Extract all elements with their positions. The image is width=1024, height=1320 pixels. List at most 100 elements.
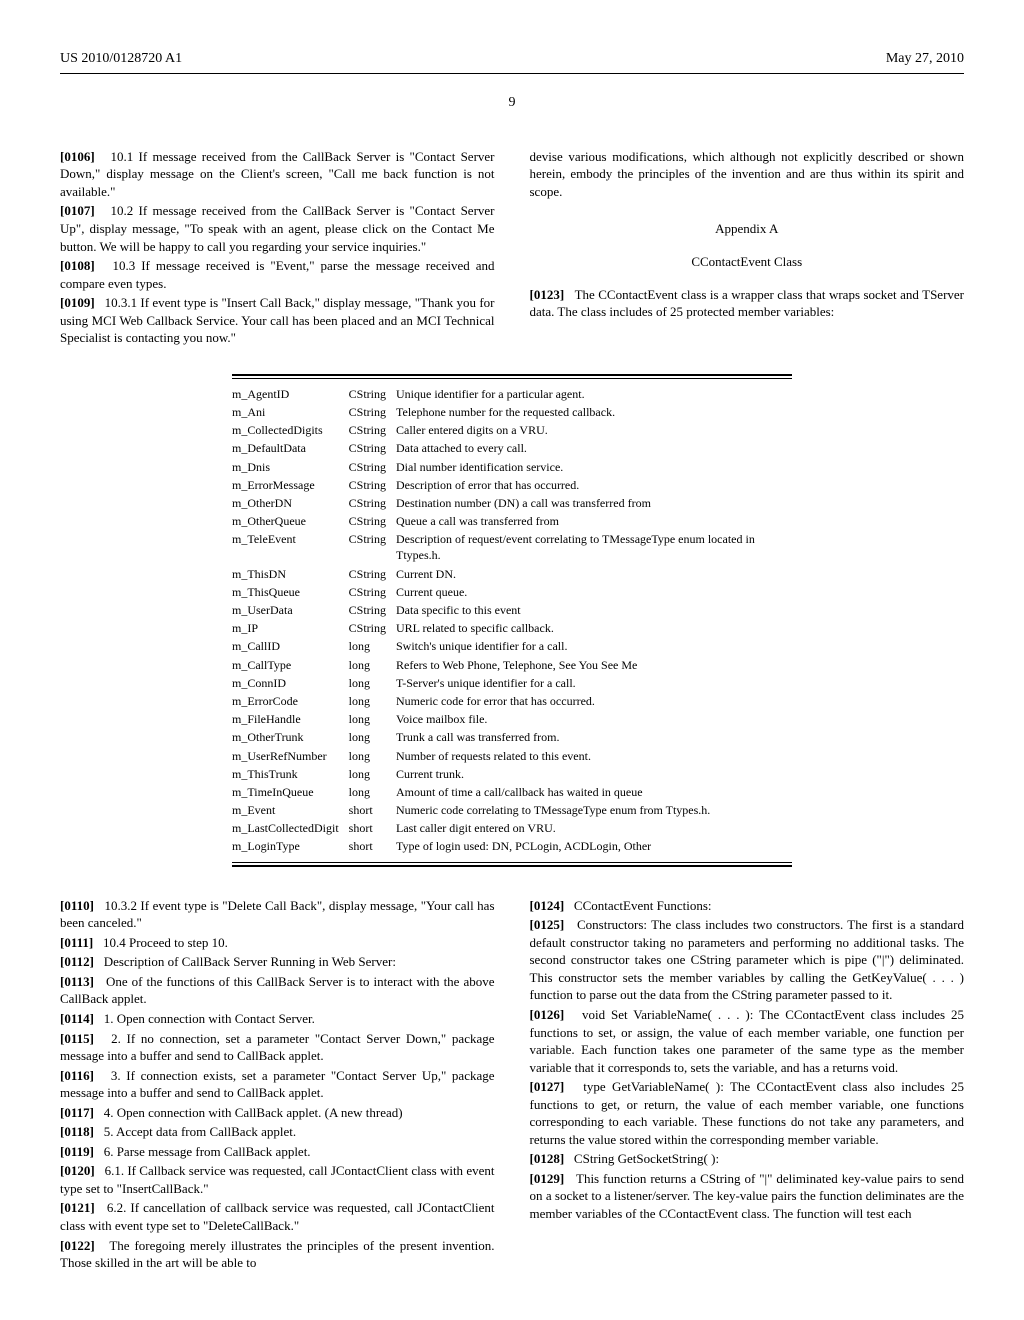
member-desc: Description of error that has occurred. <box>396 476 792 494</box>
member-desc: Trunk a call was transferred from. <box>396 728 792 746</box>
table-row: m_TeleEventCStringDescription of request… <box>232 530 792 564</box>
para-text: 10.3 If message received is "Event," par… <box>60 258 495 291</box>
para-text: 10.3.1 If event type is "Insert Call Bac… <box>60 295 495 345</box>
left-column-lower: [0110] 10.3.2 If event type is "Delete C… <box>60 897 495 1274</box>
member-name: m_CallID <box>232 637 349 655</box>
member-type: CString <box>349 403 396 421</box>
para-num: [0120] <box>60 1163 95 1178</box>
para-num: [0113] <box>60 974 94 989</box>
right-column-lower: [0124] CContactEvent Functions: [0125] C… <box>530 897 965 1274</box>
para-num: [0119] <box>60 1144 94 1159</box>
lower-columns: [0110] 10.3.2 If event type is "Delete C… <box>60 897 964 1274</box>
member-type: CString <box>349 583 396 601</box>
para-text: Constructors: The class includes two con… <box>530 917 965 1002</box>
publication-number: US 2010/0128720 A1 <box>60 50 182 69</box>
class-title: CContactEvent Class <box>530 253 965 271</box>
member-type: long <box>349 674 396 692</box>
page-header: US 2010/0128720 A1 May 27, 2010 <box>60 50 964 74</box>
member-type: CString <box>349 476 396 494</box>
member-type: long <box>349 765 396 783</box>
para-num: [0121] <box>60 1200 95 1215</box>
member-type: CString <box>349 494 396 512</box>
member-desc: Queue a call was transferred from <box>396 512 792 530</box>
table-row: m_UserDataCStringData specific to this e… <box>232 601 792 619</box>
member-type: CString <box>349 439 396 457</box>
member-desc: URL related to specific callback. <box>396 619 792 637</box>
member-name: m_TeleEvent <box>232 530 349 564</box>
member-name: m_ThisTrunk <box>232 765 349 783</box>
para-text: 10.3.2 If event type is "Delete Call Bac… <box>60 898 495 931</box>
para-text: 1. Open connection with Contact Server. <box>104 1011 315 1026</box>
table-row: m_AniCStringTelephone number for the req… <box>232 403 792 421</box>
para-text: Description of CallBack Server Running i… <box>104 954 396 969</box>
member-type: long <box>349 637 396 655</box>
member-desc: Telephone number for the requested callb… <box>396 403 792 421</box>
left-column-upper: [0106] 10.1 If message received from the… <box>60 148 495 349</box>
para-num: [0109] <box>60 295 95 310</box>
para-text: 4. Open connection with CallBack applet.… <box>104 1105 403 1120</box>
para-num: [0114] <box>60 1011 94 1026</box>
member-type: CString <box>349 619 396 637</box>
para-text: void Set VariableName( . . . ): The CCon… <box>530 1007 965 1075</box>
right-column-upper: devise various modifications, which alth… <box>530 148 965 349</box>
para-num: [0124] <box>530 898 565 913</box>
table-row: m_LoginTypeshortType of login used: DN, … <box>232 837 792 855</box>
table-row: m_LastCollectedDigitshortLast caller dig… <box>232 819 792 837</box>
member-desc: Current DN. <box>396 565 792 583</box>
para-text: CContactEvent Functions: <box>574 898 712 913</box>
para-text: 6. Parse message from CallBack applet. <box>104 1144 311 1159</box>
member-name: m_CallType <box>232 656 349 674</box>
table-row: m_CallIDlongSwitch's unique identifier f… <box>232 637 792 655</box>
member-type: short <box>349 819 396 837</box>
member-name: m_IP <box>232 619 349 637</box>
table-row: m_EventshortNumeric code correlating to … <box>232 801 792 819</box>
table-row: m_UserRefNumberlongNumber of requests re… <box>232 747 792 765</box>
para-text: The foregoing merely illustrates the pri… <box>60 1238 495 1271</box>
member-type: CString <box>349 512 396 530</box>
member-type: CString <box>349 530 396 564</box>
table-row: m_ConnIDlongT-Server's unique identifier… <box>232 674 792 692</box>
table-row: m_ErrorMessageCStringDescription of erro… <box>232 476 792 494</box>
para-text: 10.1 If message received from the CallBa… <box>60 149 495 199</box>
para-num: [0111] <box>60 935 93 950</box>
para-text: 3. If connection exists, set a parameter… <box>60 1068 495 1101</box>
table-row: m_TimeInQueuelongAmount of time a call/c… <box>232 783 792 801</box>
table-row: m_CollectedDigitsCStringCaller entered d… <box>232 421 792 439</box>
para-num: [0118] <box>60 1124 94 1139</box>
table-row: m_IPCStringURL related to specific callb… <box>232 619 792 637</box>
member-name: m_UserRefNumber <box>232 747 349 765</box>
member-type: long <box>349 728 396 746</box>
para-text: 10.4 Proceed to step 10. <box>103 935 228 950</box>
para-num: [0122] <box>60 1238 95 1253</box>
table-row: m_OtherTrunklongTrunk a call was transfe… <box>232 728 792 746</box>
para-text: One of the functions of this CallBack Se… <box>60 974 495 1007</box>
variables-table-body: m_AgentIDCStringUnique identifier for a … <box>232 385 792 856</box>
continuation-text: devise various modifications, which alth… <box>530 148 965 201</box>
para-text: 10.2 If message received from the CallBa… <box>60 203 495 253</box>
member-name: m_Dnis <box>232 458 349 476</box>
para-num: [0108] <box>60 258 95 273</box>
table-row: m_OtherQueueCStringQueue a call was tran… <box>232 512 792 530</box>
member-desc: Destination number (DN) a call was trans… <box>396 494 792 512</box>
member-desc: Amount of time a call/callback has waite… <box>396 783 792 801</box>
member-type: short <box>349 801 396 819</box>
member-name: m_ErrorMessage <box>232 476 349 494</box>
para-num: [0123] <box>530 287 565 302</box>
para-num: [0110] <box>60 898 94 913</box>
member-type: CString <box>349 421 396 439</box>
member-name: m_CollectedDigits <box>232 421 349 439</box>
member-desc: Description of request/event correlating… <box>396 530 792 564</box>
member-name: m_ThisQueue <box>232 583 349 601</box>
para-text: The CContactEvent class is a wrapper cla… <box>530 287 965 320</box>
para-text: 5. Accept data from CallBack applet. <box>104 1124 296 1139</box>
para-num: [0127] <box>530 1079 565 1094</box>
member-name: m_ConnID <box>232 674 349 692</box>
member-desc: Data specific to this event <box>396 601 792 619</box>
publication-date: May 27, 2010 <box>886 50 964 69</box>
para-text: type GetVariableName( ): The CContactEve… <box>530 1079 965 1147</box>
member-type: short <box>349 837 396 855</box>
member-name: m_TimeInQueue <box>232 783 349 801</box>
table-row: m_OtherDNCStringDestination number (DN) … <box>232 494 792 512</box>
table-row: m_ThisQueueCStringCurrent queue. <box>232 583 792 601</box>
member-desc: Current trunk. <box>396 765 792 783</box>
